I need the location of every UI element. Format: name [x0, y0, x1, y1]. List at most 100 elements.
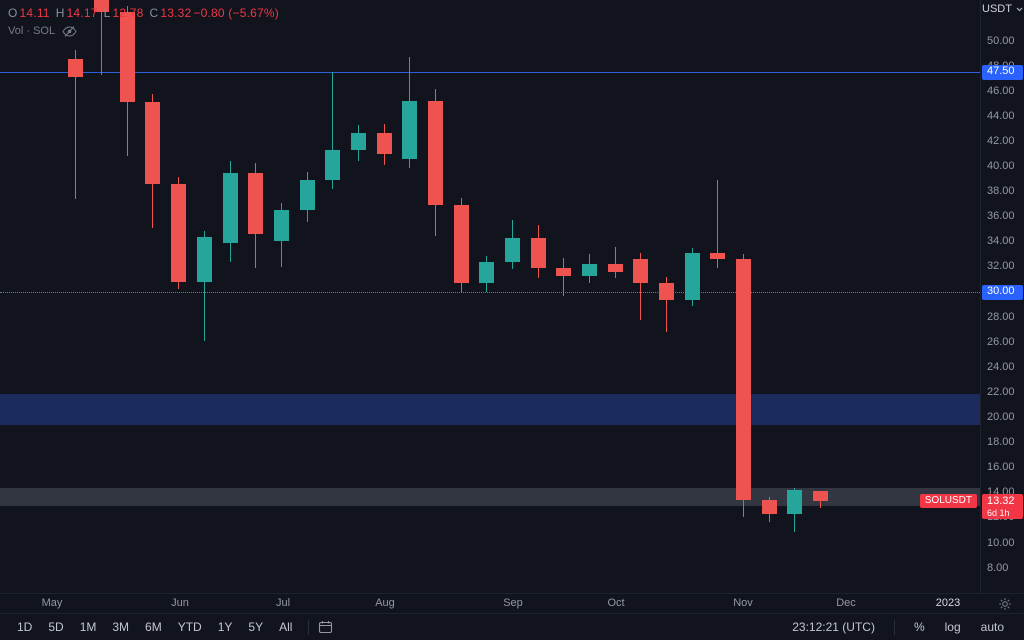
candle-body [119, 12, 135, 103]
candle-body [530, 238, 546, 269]
candle-body [67, 58, 83, 78]
price-tick: 18.00 [987, 436, 1015, 449]
range-button-1m[interactable]: 1M [79, 620, 97, 634]
range-button-5d[interactable]: 5D [48, 620, 64, 634]
currency-label: USDT [982, 3, 1012, 15]
candle-body [786, 490, 802, 515]
ohlc-part: C [149, 6, 159, 20]
price-tick: 32.00 [987, 260, 1015, 273]
candle-wick [100, 0, 102, 75]
year-label: 2023 [935, 597, 961, 609]
price-tick: 28.00 [987, 310, 1015, 323]
range-button-all[interactable]: All [279, 620, 293, 634]
candle-body [401, 101, 417, 159]
bottom-toolbar: 1D 5D 1M 3M 6M YTD 1Y 5Y All 23:12:21 (UTC) % lo… [0, 613, 1024, 640]
percent-scale-button[interactable]: % [913, 620, 925, 634]
candle-body [761, 500, 777, 515]
price-tick: 50.00 [987, 34, 1015, 47]
go-to-date-button[interactable] [318, 620, 333, 634]
time-display[interactable]: 23:12:21 (UTC) [792, 620, 875, 634]
horizontal-line-47.5[interactable] [0, 72, 980, 74]
ohlc-part: 13.32 [160, 6, 192, 20]
candle-body [478, 261, 494, 284]
ohlc-readout: O 14.11 H 14.17 L 12.78 C 13.32 −0.80 (−5.67%) [8, 6, 279, 20]
price-axis[interactable]: USDT 50.0048.0046.0044.0042.0040.0038.00… [980, 0, 1024, 593]
date-range-buttons: 1D 5D 1M 3M 6M YTD 1Y 5Y All [10, 617, 299, 637]
chart-legend: O 14.11 H 14.17 L 12.78 C 13.32 −0.80 (−5.67%) V… [8, 6, 279, 37]
month-label: Sep [503, 597, 523, 609]
price-tick: 20.00 [987, 411, 1015, 423]
toolbar-right-group: 23:12:21 (UTC) % log auto [782, 619, 1014, 635]
currency-selector[interactable]: USDT [981, 3, 1024, 15]
price-line-badge[interactable]: 30.00 [982, 284, 1023, 300]
eye-slash-icon[interactable] [62, 25, 77, 37]
toolbar-divider [893, 619, 895, 635]
price-tick: 46.00 [987, 84, 1015, 97]
ohlc-part: 14.17 [66, 6, 98, 20]
candle-body [427, 101, 443, 206]
candle-body [504, 238, 520, 262]
month-label: May [41, 597, 63, 609]
candle-body [222, 172, 238, 244]
candle-body [684, 253, 700, 300]
candle-body [196, 236, 212, 282]
month-label: Jul [275, 597, 291, 609]
price-tick: 10.00 [987, 536, 1015, 549]
candle-body [350, 132, 366, 151]
candle-body [812, 491, 828, 502]
month-label: Aug [375, 597, 395, 609]
ohlc-part: 14.11 [19, 6, 50, 20]
candle-wick [614, 246, 616, 279]
range-button-3m[interactable]: 3M [112, 620, 130, 634]
candle-body [324, 150, 340, 181]
ohlc-part: H [55, 6, 65, 20]
ohlc-part: O [8, 6, 18, 20]
horizontal-line-30[interactable] [0, 292, 980, 293]
price-tick: 42.00 [987, 134, 1015, 147]
price-tick: 16.00 [987, 461, 1015, 474]
bar-countdown: 6d 1h [987, 508, 1010, 519]
candle-body [273, 210, 289, 241]
candle-body [453, 205, 469, 284]
candle-body [735, 259, 751, 501]
candle-body [658, 283, 674, 300]
volume-indicator-label: Vol · SOL [8, 25, 56, 37]
candle-body [709, 253, 725, 260]
range-button-6m[interactable]: 6M [145, 620, 162, 634]
ohlc-part: L [103, 6, 111, 20]
zone-rectangle-1[interactable] [0, 393, 980, 426]
price-line-badge[interactable]: 47.50 [982, 64, 1023, 80]
candle-body [581, 264, 597, 276]
volume-indicator-row: Vol · SOL [8, 25, 279, 37]
range-button-1y[interactable]: 1Y [217, 620, 233, 634]
price-tick: 36.00 [987, 210, 1015, 223]
symbol-price-label[interactable]: SOLUSDT [919, 494, 977, 509]
candle-body [247, 172, 263, 235]
candle-wick [665, 276, 667, 333]
candle-wick [74, 49, 76, 200]
candle-body [607, 264, 623, 272]
candle-wick [331, 72, 333, 190]
zone-rectangle-2[interactable] [0, 487, 980, 506]
current-price-badge[interactable]: 13.32 6d 1h [982, 494, 1023, 520]
price-tick: 44.00 [987, 109, 1015, 122]
chart-canvas[interactable]: O 14.11 H 14.17 L 12.78 C 13.32 −0.80 (−5.67%) V… [0, 0, 980, 593]
price-tick: 8.00 [987, 561, 1009, 574]
price-tick: 14.00 [987, 486, 1015, 499]
range-button-5y[interactable]: 5Y [248, 620, 264, 634]
ohlc-part: −0.80 (−5.67%) [193, 6, 279, 20]
time-axis[interactable]: May Jun Jul Aug Sep Oct Nov Dec 2023 [0, 593, 1024, 613]
candle-body [555, 268, 571, 276]
auto-scale-button[interactable]: auto [980, 620, 1004, 634]
candle-wick [562, 258, 564, 296]
candle-body [93, 0, 109, 13]
range-button-ytd[interactable]: YTD [177, 620, 202, 634]
price-tick: 40.00 [987, 160, 1015, 172]
price-tick: 34.00 [987, 235, 1015, 248]
month-label: Oct [607, 597, 625, 609]
log-scale-button[interactable]: log [944, 620, 961, 634]
gear-icon[interactable] [998, 597, 1012, 611]
range-button-1d[interactable]: 1D [17, 620, 33, 634]
price-tick: 38.00 [987, 185, 1015, 198]
candle-wick [203, 230, 205, 341]
